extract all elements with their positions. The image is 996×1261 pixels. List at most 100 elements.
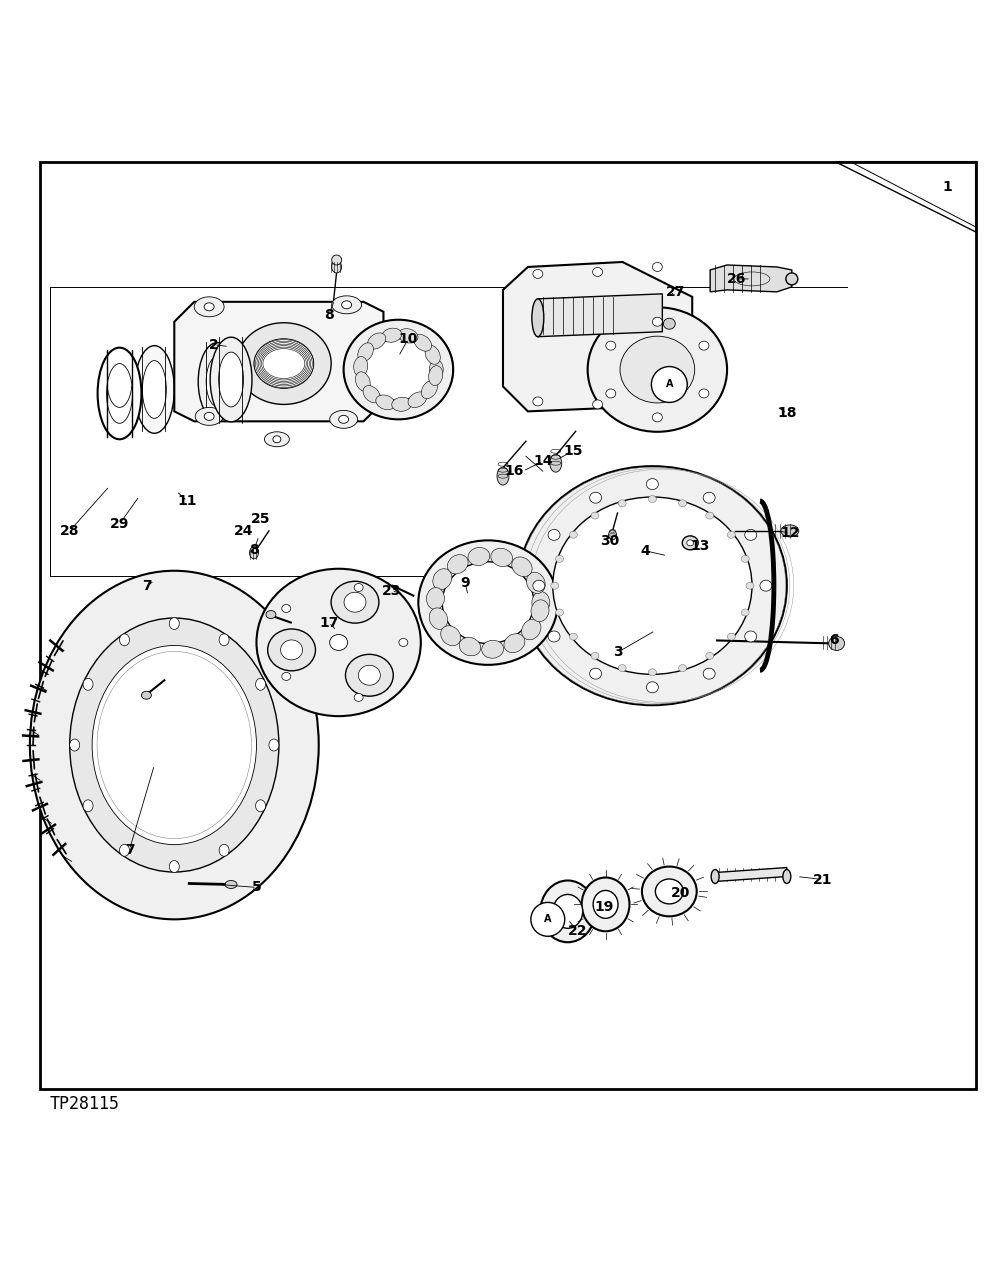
- Ellipse shape: [237, 323, 331, 405]
- Ellipse shape: [429, 608, 447, 629]
- Ellipse shape: [593, 400, 603, 409]
- Ellipse shape: [169, 618, 179, 629]
- Ellipse shape: [783, 870, 791, 884]
- Ellipse shape: [186, 347, 221, 420]
- Ellipse shape: [330, 410, 358, 429]
- Ellipse shape: [582, 878, 629, 932]
- Text: 17: 17: [319, 615, 339, 629]
- Ellipse shape: [741, 555, 749, 562]
- Ellipse shape: [590, 668, 602, 680]
- Ellipse shape: [98, 348, 141, 439]
- Ellipse shape: [482, 641, 504, 658]
- Ellipse shape: [706, 652, 714, 660]
- Text: 8: 8: [324, 308, 334, 322]
- Ellipse shape: [619, 665, 626, 672]
- Ellipse shape: [83, 678, 93, 690]
- Ellipse shape: [426, 588, 444, 609]
- Ellipse shape: [570, 531, 578, 538]
- Ellipse shape: [593, 267, 603, 276]
- Ellipse shape: [342, 301, 352, 309]
- Text: 4: 4: [640, 543, 650, 557]
- Ellipse shape: [522, 619, 541, 639]
- Ellipse shape: [355, 694, 364, 701]
- Text: 20: 20: [670, 886, 690, 900]
- FancyArrowPatch shape: [55, 641, 63, 656]
- Ellipse shape: [269, 739, 279, 752]
- Ellipse shape: [745, 630, 757, 642]
- Ellipse shape: [760, 580, 772, 591]
- Ellipse shape: [678, 665, 686, 672]
- Ellipse shape: [398, 638, 408, 647]
- Circle shape: [651, 367, 687, 402]
- Ellipse shape: [745, 530, 757, 541]
- Ellipse shape: [540, 880, 595, 942]
- Text: 14: 14: [533, 454, 553, 468]
- Ellipse shape: [619, 499, 626, 507]
- Ellipse shape: [646, 479, 658, 489]
- Ellipse shape: [727, 531, 735, 538]
- Ellipse shape: [408, 392, 426, 407]
- Ellipse shape: [678, 499, 686, 507]
- Ellipse shape: [30, 571, 319, 919]
- Ellipse shape: [365, 339, 432, 401]
- Text: 3: 3: [613, 646, 622, 660]
- Ellipse shape: [531, 600, 549, 622]
- Ellipse shape: [414, 334, 431, 351]
- Polygon shape: [538, 294, 662, 337]
- Ellipse shape: [440, 625, 461, 646]
- Text: 30: 30: [600, 533, 620, 547]
- Text: 22: 22: [568, 924, 588, 938]
- Ellipse shape: [606, 388, 616, 398]
- FancyArrowPatch shape: [57, 840, 66, 854]
- Ellipse shape: [588, 308, 727, 431]
- Ellipse shape: [591, 512, 599, 520]
- Ellipse shape: [642, 866, 697, 917]
- Ellipse shape: [355, 584, 364, 591]
- Ellipse shape: [550, 454, 562, 472]
- Ellipse shape: [204, 412, 214, 420]
- Ellipse shape: [551, 583, 559, 589]
- Ellipse shape: [363, 386, 380, 402]
- Text: 27: 27: [665, 285, 685, 299]
- Ellipse shape: [703, 492, 715, 503]
- Ellipse shape: [381, 328, 401, 342]
- Ellipse shape: [266, 610, 276, 619]
- Ellipse shape: [257, 569, 421, 716]
- Ellipse shape: [254, 339, 314, 388]
- Ellipse shape: [268, 629, 316, 671]
- Ellipse shape: [590, 492, 602, 503]
- Text: 21: 21: [813, 873, 833, 886]
- Ellipse shape: [459, 637, 481, 656]
- Ellipse shape: [219, 352, 244, 407]
- Text: 10: 10: [398, 332, 418, 346]
- FancyArrowPatch shape: [39, 681, 44, 699]
- Text: 8: 8: [249, 542, 259, 557]
- Ellipse shape: [195, 407, 223, 425]
- Ellipse shape: [594, 890, 618, 918]
- Ellipse shape: [556, 609, 564, 615]
- Polygon shape: [174, 301, 383, 421]
- Ellipse shape: [429, 359, 443, 380]
- Ellipse shape: [491, 549, 513, 566]
- Ellipse shape: [368, 333, 385, 349]
- Ellipse shape: [533, 397, 543, 406]
- Ellipse shape: [497, 467, 509, 485]
- Ellipse shape: [225, 880, 237, 889]
- Ellipse shape: [532, 591, 550, 614]
- Text: 16: 16: [504, 464, 524, 478]
- Ellipse shape: [512, 557, 532, 576]
- Ellipse shape: [706, 512, 714, 520]
- Ellipse shape: [746, 583, 754, 589]
- Ellipse shape: [332, 261, 342, 272]
- Ellipse shape: [699, 388, 709, 398]
- Ellipse shape: [281, 639, 303, 660]
- Ellipse shape: [699, 342, 709, 351]
- Ellipse shape: [442, 562, 534, 643]
- Ellipse shape: [204, 303, 214, 310]
- Ellipse shape: [358, 343, 374, 362]
- Ellipse shape: [282, 672, 291, 681]
- FancyArrowPatch shape: [45, 661, 52, 676]
- Ellipse shape: [344, 593, 366, 612]
- Text: 15: 15: [563, 444, 583, 458]
- Ellipse shape: [703, 668, 715, 680]
